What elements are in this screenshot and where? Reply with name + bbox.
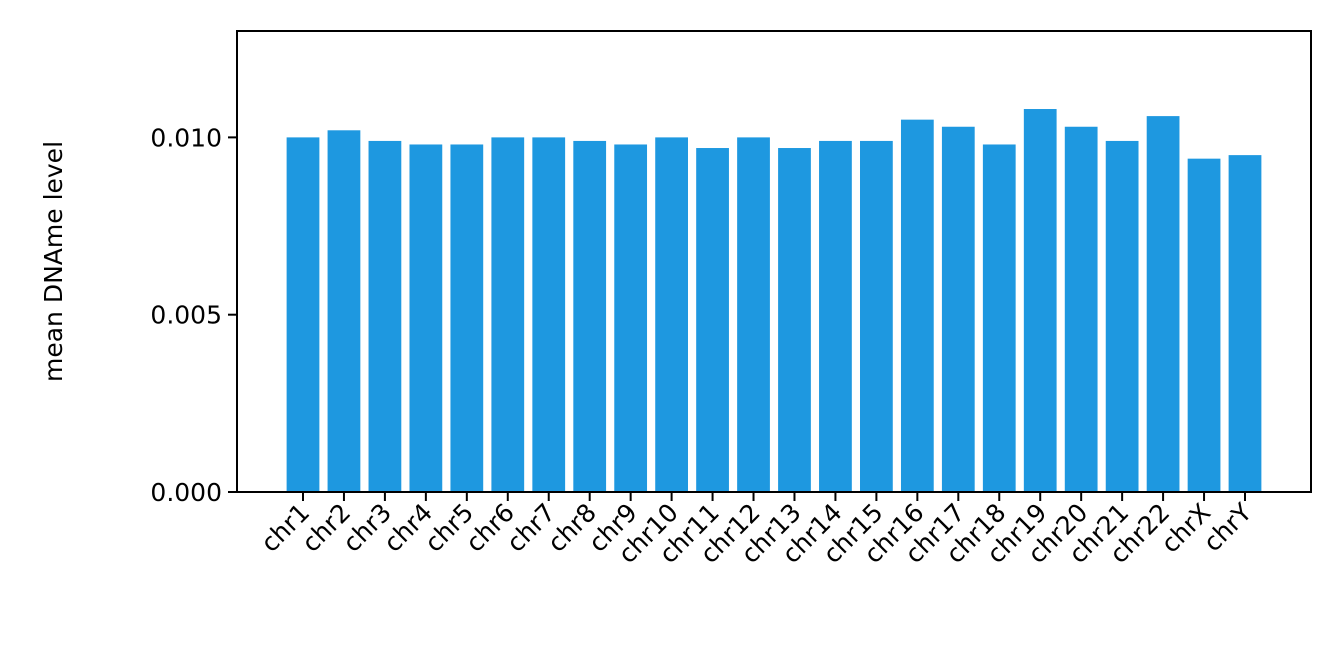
x-axis: chr1chr2chr3chr4chr5chr6chr7chr8chr9chr1… <box>255 492 1258 569</box>
bar-chr20 <box>1064 126 1098 492</box>
y-axis: 0.000 0.005 0.010 <box>150 123 237 507</box>
bar-chr13 <box>778 148 811 492</box>
y-tick-label: 0.005 <box>150 301 222 330</box>
bar-chr2 <box>327 130 361 493</box>
y-tick-label: 0.000 <box>150 478 222 507</box>
bars-group <box>286 109 1262 493</box>
bar-chr10 <box>655 137 688 492</box>
bar-chr8 <box>573 140 607 492</box>
bar-chr17 <box>941 126 975 492</box>
y-tick-label: 0.010 <box>150 123 222 152</box>
bar-chr5 <box>450 144 484 492</box>
y-axis-label: mean DNAme level <box>39 141 68 382</box>
bar-chr18 <box>982 144 1016 492</box>
bar-chr22 <box>1146 116 1180 492</box>
bar-chr14 <box>819 140 852 492</box>
bar-chrY <box>1228 155 1262 492</box>
bar-chr12 <box>737 137 770 492</box>
bar-chr21 <box>1105 140 1139 492</box>
bar-chr16 <box>900 119 934 493</box>
x-tick-label: chrY <box>1198 497 1258 557</box>
bar-chr6 <box>491 137 525 492</box>
bar-chr4 <box>409 144 443 492</box>
bar-chr19 <box>1023 109 1057 492</box>
bar-chr1 <box>286 137 320 492</box>
bar-chr11 <box>696 148 729 492</box>
bar-chr9 <box>614 144 648 492</box>
bar-chr3 <box>368 140 402 492</box>
bar-chr15 <box>860 140 893 492</box>
bar-chrX <box>1187 158 1221 492</box>
plot-frame <box>236 30 1312 493</box>
bar-chr7 <box>532 137 566 492</box>
